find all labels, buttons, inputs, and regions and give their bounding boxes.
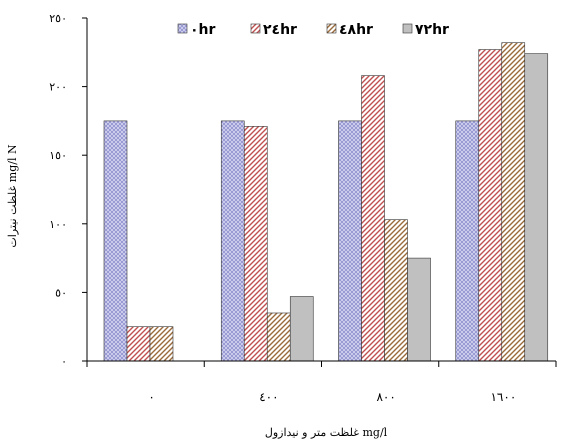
y-tick-label: ٢٥٠ bbox=[49, 12, 67, 25]
legend-swatch bbox=[326, 23, 337, 34]
bar bbox=[149, 326, 174, 362]
bars-group bbox=[103, 42, 549, 362]
bar bbox=[243, 126, 268, 362]
x-tick-label: ١٦٠٠ bbox=[490, 390, 516, 404]
y-tick-label: ٠ bbox=[61, 355, 67, 368]
bar bbox=[501, 42, 526, 362]
bar bbox=[361, 75, 385, 362]
bar bbox=[338, 120, 362, 362]
y-tick-label: ٥٠ bbox=[55, 286, 67, 299]
x-tick-label: ٠ bbox=[148, 390, 154, 404]
y-tick-label: ١٠٠ bbox=[49, 218, 67, 231]
legend-swatch bbox=[402, 23, 413, 34]
bar bbox=[126, 326, 151, 362]
y-axis-title: غلظت نیترات mg/l N bbox=[6, 144, 19, 248]
axes-group: ٠ ٥٠ ١٠٠ ١٥٠ ٢٠٠ ٢٥٠ ٠ ٤٠٠ ٨٠٠ ١٦٠٠ bbox=[49, 12, 557, 404]
legend-label: ٠hr bbox=[190, 22, 216, 38]
y-tick-label: ١٥٠ bbox=[49, 149, 67, 162]
x-tick-label: ٨٠٠ bbox=[376, 390, 395, 404]
bar bbox=[384, 219, 408, 362]
bar bbox=[478, 49, 503, 362]
bar bbox=[455, 120, 480, 362]
legend-label: ٧٢hr bbox=[415, 22, 449, 38]
bar bbox=[266, 312, 291, 362]
x-axis-title: غلظت متر و نیدازول mg/l bbox=[265, 426, 388, 439]
legend-swatch bbox=[177, 23, 188, 34]
legend-label: ٢٤hr bbox=[263, 22, 297, 38]
bar bbox=[103, 120, 128, 362]
y-tick-label: ٢٠٠ bbox=[49, 81, 67, 94]
bar bbox=[220, 120, 245, 362]
bar bbox=[407, 257, 431, 362]
legend-swatch bbox=[250, 23, 261, 34]
x-tick-label: ٤٠٠ bbox=[259, 390, 278, 404]
chart-legend: ٠hr ٢٤hr ٤٨hr ٧٢hr bbox=[177, 22, 449, 38]
bar bbox=[289, 296, 314, 362]
bar bbox=[524, 53, 549, 362]
legend-label: ٤٨hr bbox=[339, 22, 373, 38]
